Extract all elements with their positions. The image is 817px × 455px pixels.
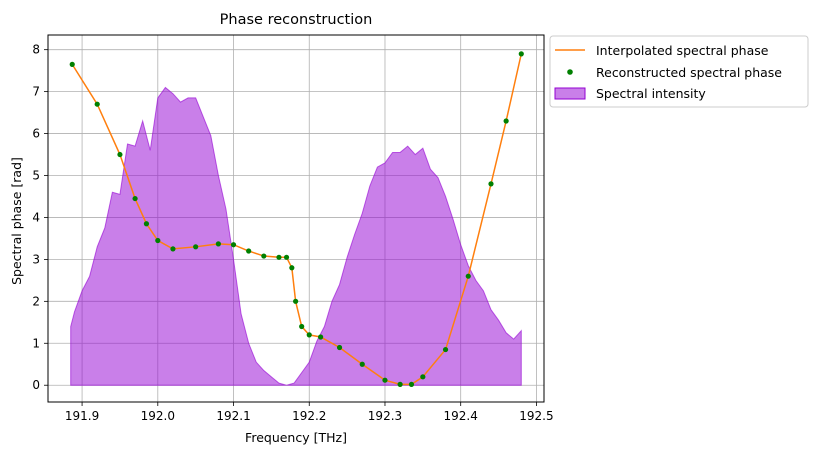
phase-point [143,221,150,227]
x-axis-label: Frequency [THz] [245,430,347,445]
interpolated-phase-polyline [71,53,523,386]
y-tick-label: 0 [32,378,40,392]
interpolated-phase-line [71,53,523,386]
phase-point [276,254,282,260]
y-axis-ticks: 0 1 2 3 4 5 6 7 8 [32,43,48,392]
x-tick-label: 192.1 [216,409,250,423]
legend: Interpolated spectral phase Reconstructe… [549,35,809,108]
phase-point [465,273,471,279]
x-tick-label: 192.0 [141,409,175,423]
y-tick-label: 5 [32,169,40,183]
reconstructed-phase-points [69,51,524,387]
phase-point [293,298,299,304]
phase-point [170,246,176,252]
spectral-intensity-area [70,86,522,386]
phase-point [518,51,524,57]
phase-point [230,242,237,248]
phase-point [382,377,388,383]
y-tick-label: 7 [32,85,40,99]
spectral-intensity-fill [70,86,522,386]
phase-point [117,151,123,158]
phase-point [397,381,403,387]
phase-point [289,265,295,271]
phase-point [503,118,509,124]
phase-point [359,361,365,367]
x-tick-label: 192.5 [519,409,553,423]
phase-point [261,253,267,259]
chart-title: Phase reconstruction [220,12,373,28]
y-axis-label: Spectral phase [rad] [9,157,24,285]
x-axis-ticks: 191.9 192.0 192.1 192.2 192.3 192.4 192.5 [65,402,554,423]
phase-point [193,244,199,250]
phase-point [155,237,161,244]
x-tick-label: 192.2 [292,409,326,423]
phase-point [132,195,138,202]
phase-point [336,344,343,351]
y-tick-label: 4 [32,210,40,224]
x-tick-label: 192.4 [444,409,478,423]
phase-point [318,334,324,340]
y-tick-label: 3 [32,252,40,266]
phase-point [420,374,426,380]
x-tick-label: 192.3 [368,409,402,423]
phase-point [488,181,494,187]
legend-area-swatch [554,87,586,100]
plot-frame [47,34,545,403]
legend-label-intensity: Spectral intensity [596,86,706,101]
phase-point [442,346,449,353]
phase-point [246,248,252,254]
phase-point [94,101,100,107]
phase-point [283,254,290,260]
phase-point [299,323,305,330]
x-tick-label: 191.9 [65,409,99,423]
phase-point [215,241,221,247]
y-tick-label: 6 [32,127,40,141]
phase-point [69,61,75,67]
y-tick-label: 2 [32,294,40,308]
legend-label-interpolated: Interpolated spectral phase [596,43,769,58]
phase-point [408,381,415,387]
phase-point [306,332,312,338]
y-tick-label: 1 [32,336,40,350]
legend-label-reconstructed: Reconstructed spectral phase [596,65,782,80]
legend-frame [549,35,809,108]
y-tick-label: 8 [32,43,40,57]
legend-point-swatch [567,69,573,75]
